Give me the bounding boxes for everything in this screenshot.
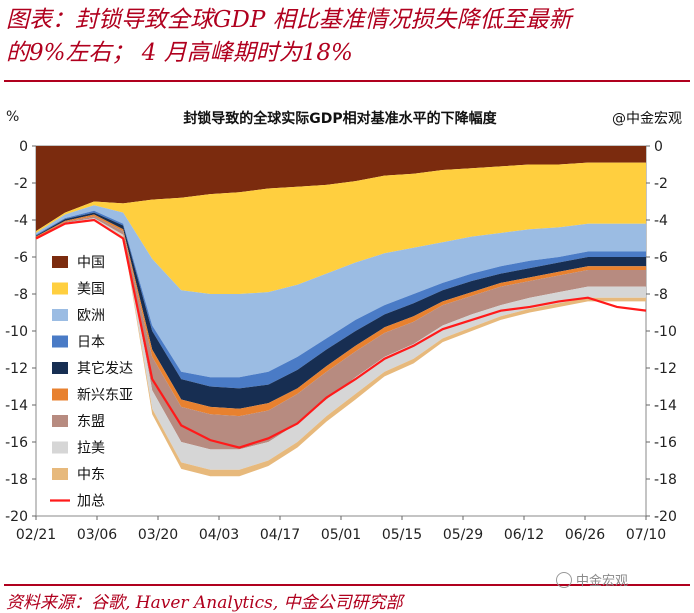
x-tick-label: 04/03: [199, 527, 239, 543]
legend-label-中国: 中国: [77, 255, 105, 271]
area-欧洲: [36, 205, 646, 378]
y-axis-unit: %: [6, 109, 19, 125]
y-tick-label-right: -10: [654, 324, 677, 340]
x-tick-label: 05/15: [382, 527, 422, 543]
legend-swatch-欧洲: [52, 309, 68, 321]
y-tick-label-right: -8: [654, 287, 668, 303]
y-tick-label-right: -18: [654, 472, 677, 488]
legend-swatch-其它发达: [52, 362, 68, 374]
y-tick-label-left: -18: [5, 472, 28, 488]
wechat-icon: [556, 572, 572, 588]
y-tick-label-left: 0: [19, 139, 28, 155]
legend-label-拉美: 拉美: [77, 441, 105, 457]
line-total: [35, 218, 647, 449]
legend-label-日本: 日本: [77, 335, 105, 351]
x-tick-label: 03/20: [138, 527, 178, 543]
page-heading: 图表：封锁导致全球GDP 相比基准情况损失降低至最新 的9%左右； 4 月高峰期时…: [6, 4, 690, 70]
legend-label-其它发达: 其它发达: [77, 360, 133, 377]
legend-label-欧洲: 欧洲: [77, 308, 105, 324]
area-美国: [36, 162, 646, 294]
y-tick-label-right: 0: [654, 139, 663, 155]
top-rule: [4, 80, 690, 82]
legend-swatch-中国: [52, 256, 68, 268]
y-tick-label-right: -4: [654, 213, 668, 229]
legend-label-中东: 中东: [77, 467, 105, 483]
x-tick-label: 03/06: [77, 527, 117, 543]
y-tick-label-left: -16: [5, 435, 28, 451]
y-tick-label-left: -4: [14, 213, 28, 229]
y-tick-label-right: -16: [654, 435, 677, 451]
legend-label-加总: 加总: [77, 494, 105, 510]
y-tick-label-left: -8: [14, 287, 28, 303]
source-note: 资料来源：谷歌, Haver Analytics, 中金公司研究部: [6, 593, 403, 613]
heading-line-1: 图表：封锁导致全球GDP 相比基准情况损失降低至最新: [6, 7, 572, 33]
legend-label-东盟: 东盟: [77, 414, 105, 430]
y-tick-label-right: -20: [654, 509, 677, 525]
chart-title: 封锁导致的全球实际GDP相对基准水平的下降幅度: [183, 110, 497, 127]
y-tick-label-left: -10: [5, 324, 28, 340]
y-tick-label-right: -6: [654, 250, 668, 266]
x-tick-label: 04/17: [260, 527, 300, 543]
x-tick-label: 07/10: [626, 527, 666, 543]
y-tick-label-right: -2: [654, 176, 668, 192]
legend-swatch-拉美: [52, 441, 68, 454]
legend-label-新兴东亚: 新兴东亚: [77, 388, 133, 404]
y-tick-label-left: -20: [5, 509, 28, 525]
y-tick-label-left: -14: [5, 398, 28, 414]
watermark: 中金宏观: [556, 570, 628, 589]
y-tick-label-left: -12: [5, 361, 28, 377]
heading-line-2: 的9%左右； 4 月高峰期时为18%: [6, 40, 353, 66]
x-tick-label: 06/26: [565, 527, 605, 543]
legend-swatch-新兴东亚: [52, 388, 68, 401]
y-tick-label-left: -2: [14, 176, 28, 192]
x-tick-label: 05/01: [321, 527, 361, 543]
plot-area: 0 0 -2 -2 -4 -4 -6 -6 -8 -8 -10 -10 -12 -12 -14 -14 -16 -…: [5, 139, 677, 543]
legend-label-美国: 美国: [77, 282, 105, 298]
x-tick-label: 02/21: [16, 527, 56, 543]
legend-swatch-日本: [52, 335, 68, 348]
legend-swatch-美国: [52, 282, 68, 295]
y-tick-label-right: -14: [654, 398, 677, 414]
gdp-loss-chart: % 封锁导致的全球实际GDP相对基准水平的下降幅度 @中金宏观 0 0 -2 -2 -4…: [5, 109, 682, 543]
x-tick-label: 05/29: [443, 527, 483, 543]
y-tick-label-right: -12: [654, 361, 677, 377]
bottom-rule: [4, 584, 690, 586]
watermark-text: 中金宏观: [576, 574, 629, 589]
chart-credit: @中金宏观: [612, 111, 682, 127]
y-tick-label-left: -6: [14, 250, 28, 266]
legend-swatch-东盟: [52, 415, 68, 427]
x-tick-label: 06/12: [504, 527, 544, 543]
area-中国: [36, 146, 646, 232]
legend-swatch-中东: [52, 468, 68, 480]
